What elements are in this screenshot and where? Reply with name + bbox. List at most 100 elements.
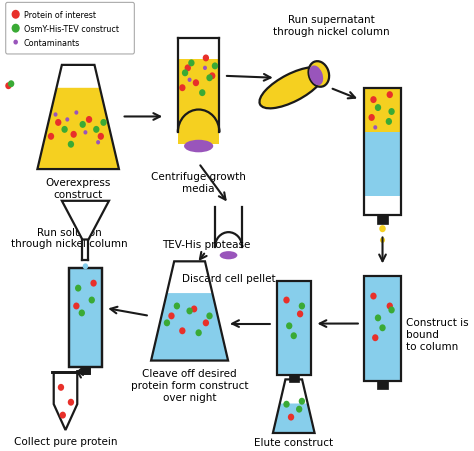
Circle shape <box>93 127 100 133</box>
Polygon shape <box>151 294 228 361</box>
Bar <box>377 215 388 224</box>
Text: Run solution
through nickel column: Run solution through nickel column <box>11 227 128 249</box>
Bar <box>377 382 388 389</box>
Circle shape <box>179 327 185 335</box>
Bar <box>276 281 311 376</box>
Circle shape <box>386 119 392 126</box>
Bar <box>365 276 401 382</box>
Circle shape <box>283 401 290 408</box>
Text: Collect pure protein: Collect pure protein <box>14 436 117 446</box>
Bar <box>81 368 90 375</box>
Circle shape <box>387 303 393 310</box>
Polygon shape <box>273 404 315 433</box>
Circle shape <box>296 406 302 413</box>
Circle shape <box>86 117 92 124</box>
Bar <box>276 281 311 376</box>
Text: Centrifuge growth
media: Centrifuge growth media <box>151 172 246 193</box>
Circle shape <box>370 293 377 300</box>
Text: TEV-His protease: TEV-His protease <box>162 240 250 250</box>
Polygon shape <box>62 201 109 240</box>
Circle shape <box>68 142 74 148</box>
Text: Contaminants: Contaminants <box>24 38 80 47</box>
Circle shape <box>75 285 82 292</box>
Circle shape <box>188 60 194 67</box>
Text: OsmY-His-TEV construct: OsmY-His-TEV construct <box>24 25 119 33</box>
Circle shape <box>82 264 88 270</box>
Bar <box>69 313 102 353</box>
FancyBboxPatch shape <box>6 3 134 55</box>
Circle shape <box>164 320 170 327</box>
Circle shape <box>89 297 95 304</box>
Circle shape <box>186 308 193 315</box>
Circle shape <box>375 105 381 112</box>
Circle shape <box>203 55 209 62</box>
Text: Overexpress
construct: Overexpress construct <box>46 178 111 199</box>
Circle shape <box>68 399 74 406</box>
Circle shape <box>388 109 395 116</box>
Circle shape <box>74 111 78 115</box>
Circle shape <box>96 141 100 145</box>
Bar <box>69 269 102 368</box>
Text: Elute construct: Elute construct <box>254 437 333 447</box>
Circle shape <box>13 41 18 46</box>
Circle shape <box>291 332 297 340</box>
Circle shape <box>379 325 386 331</box>
Circle shape <box>5 83 11 90</box>
Circle shape <box>388 307 395 314</box>
Bar <box>81 368 90 375</box>
Circle shape <box>299 303 305 310</box>
Circle shape <box>191 306 197 313</box>
Circle shape <box>288 414 294 421</box>
Circle shape <box>206 75 213 82</box>
Polygon shape <box>37 88 119 170</box>
Circle shape <box>206 313 213 320</box>
Circle shape <box>370 97 377 104</box>
Bar <box>69 269 102 368</box>
Ellipse shape <box>184 140 213 153</box>
Polygon shape <box>54 373 77 430</box>
Circle shape <box>79 310 85 317</box>
Circle shape <box>375 315 381 322</box>
Bar <box>69 269 102 368</box>
Circle shape <box>283 297 290 304</box>
Circle shape <box>372 335 378 341</box>
Circle shape <box>373 126 377 130</box>
Circle shape <box>83 131 87 135</box>
Circle shape <box>299 398 305 405</box>
Circle shape <box>212 63 218 70</box>
Circle shape <box>60 412 66 419</box>
Bar <box>69 269 102 313</box>
Circle shape <box>380 238 385 244</box>
Circle shape <box>11 25 20 33</box>
Text: Cleave off desired
protein form construct
over night: Cleave off desired protein form construc… <box>131 368 248 402</box>
Circle shape <box>195 330 202 336</box>
Circle shape <box>188 78 191 83</box>
Circle shape <box>54 113 57 117</box>
Bar <box>365 133 401 196</box>
Text: Construct is
bound
to column: Construct is bound to column <box>406 318 469 351</box>
Ellipse shape <box>309 62 329 87</box>
Circle shape <box>203 67 207 71</box>
Circle shape <box>379 226 386 233</box>
Bar <box>178 60 219 144</box>
Ellipse shape <box>309 66 323 86</box>
Circle shape <box>0 87 2 94</box>
Circle shape <box>100 120 107 127</box>
Circle shape <box>387 92 393 99</box>
Circle shape <box>91 280 97 287</box>
Bar <box>365 88 401 133</box>
Circle shape <box>48 133 54 140</box>
Circle shape <box>73 303 80 310</box>
Ellipse shape <box>259 68 324 109</box>
Text: Discard cell pellet: Discard cell pellet <box>182 274 275 284</box>
Circle shape <box>71 132 77 138</box>
Text: Run supernatant
through nickel column: Run supernatant through nickel column <box>273 15 390 37</box>
Circle shape <box>199 90 205 97</box>
Circle shape <box>168 313 174 320</box>
Circle shape <box>203 320 209 327</box>
Circle shape <box>62 127 68 133</box>
Circle shape <box>80 122 86 129</box>
Text: Protein of interest: Protein of interest <box>24 11 96 20</box>
Circle shape <box>182 70 188 77</box>
Circle shape <box>8 81 14 88</box>
